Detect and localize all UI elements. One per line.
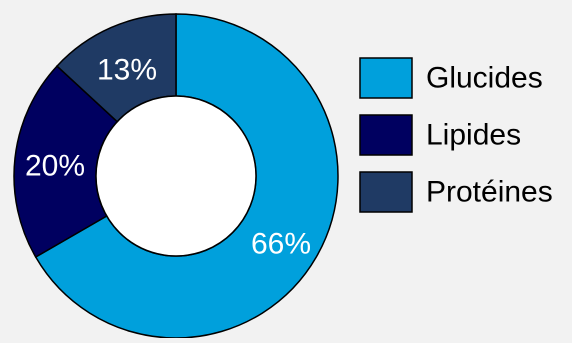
donut-hole bbox=[95, 95, 257, 257]
legend-swatch-1 bbox=[359, 57, 413, 99]
data-label-1: 66% bbox=[251, 228, 311, 261]
legend-swatch-2 bbox=[359, 114, 413, 156]
slices-group bbox=[13, 13, 339, 339]
legend-label-2: Lipides bbox=[426, 119, 521, 152]
data-label-2: 20% bbox=[25, 150, 85, 183]
data-labels-group: 66% 20% 13% bbox=[25, 54, 311, 261]
legend-label-3: Protéines bbox=[426, 176, 553, 209]
data-label-3: 13% bbox=[97, 54, 157, 87]
legend: Glucides Lipides Protéines bbox=[359, 57, 553, 213]
legend-swatch-3 bbox=[359, 171, 413, 213]
legend-label-1: Glucides bbox=[426, 62, 543, 95]
